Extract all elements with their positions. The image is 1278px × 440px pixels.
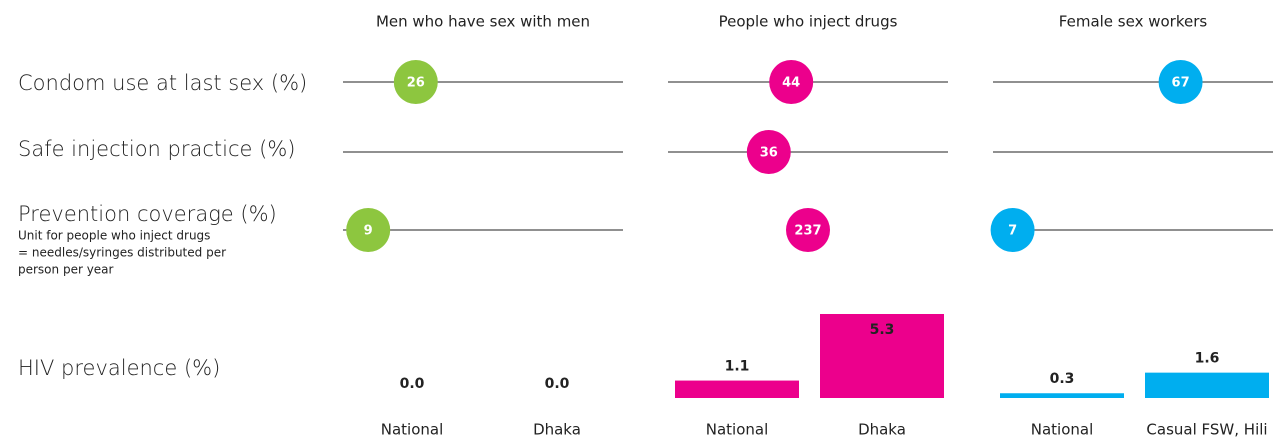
- bar-value: 0.3: [1050, 371, 1075, 387]
- row-label: Prevention coverage (%): [18, 202, 277, 226]
- bar: [675, 380, 799, 398]
- bar-value: 1.6: [1195, 351, 1220, 367]
- dot-value: 237: [794, 224, 821, 239]
- row-label: HIV prevalence (%): [18, 356, 220, 380]
- dot-value: 26: [407, 76, 425, 91]
- dot: [746, 130, 791, 174]
- dot-value: 44: [782, 76, 800, 91]
- dot-value: 36: [760, 146, 778, 161]
- category-label: National: [706, 421, 769, 439]
- row-note: person per year: [18, 263, 114, 277]
- category-label: Dhaka: [533, 421, 581, 439]
- bar: [1000, 393, 1124, 398]
- dot: [393, 60, 438, 104]
- category-label: National: [1031, 421, 1094, 439]
- row-label: Condom use at last sex (%): [18, 71, 307, 95]
- category-label: National: [381, 421, 444, 439]
- group-title: Female sex workers: [1059, 13, 1208, 31]
- category-label: Casual FSW, Hili: [1146, 421, 1267, 439]
- row-note: = needles/syringes distributed per: [18, 246, 226, 260]
- dot-value: 9: [364, 224, 373, 239]
- dot: [990, 208, 1035, 252]
- group-title: Men who have sex with men: [376, 13, 590, 31]
- bar: [820, 313, 944, 398]
- dot: [1158, 60, 1203, 104]
- bar-value: 1.1: [725, 359, 750, 375]
- dot-value: 7: [1008, 224, 1017, 239]
- dot: [769, 60, 814, 104]
- category-label: Dhaka: [858, 421, 906, 439]
- bar-value: 0.0: [545, 376, 570, 392]
- row-label: Safe injection practice (%): [18, 137, 295, 161]
- group-title: People who inject drugs: [719, 13, 898, 31]
- bar-value: 5.3: [870, 322, 895, 338]
- bar: [1145, 372, 1269, 398]
- dot: [786, 208, 830, 252]
- bar-value: 0.0: [400, 376, 425, 392]
- dot: [346, 208, 391, 252]
- dot-value: 67: [1172, 76, 1190, 91]
- row-note: Unit for people who inject drugs: [18, 229, 210, 243]
